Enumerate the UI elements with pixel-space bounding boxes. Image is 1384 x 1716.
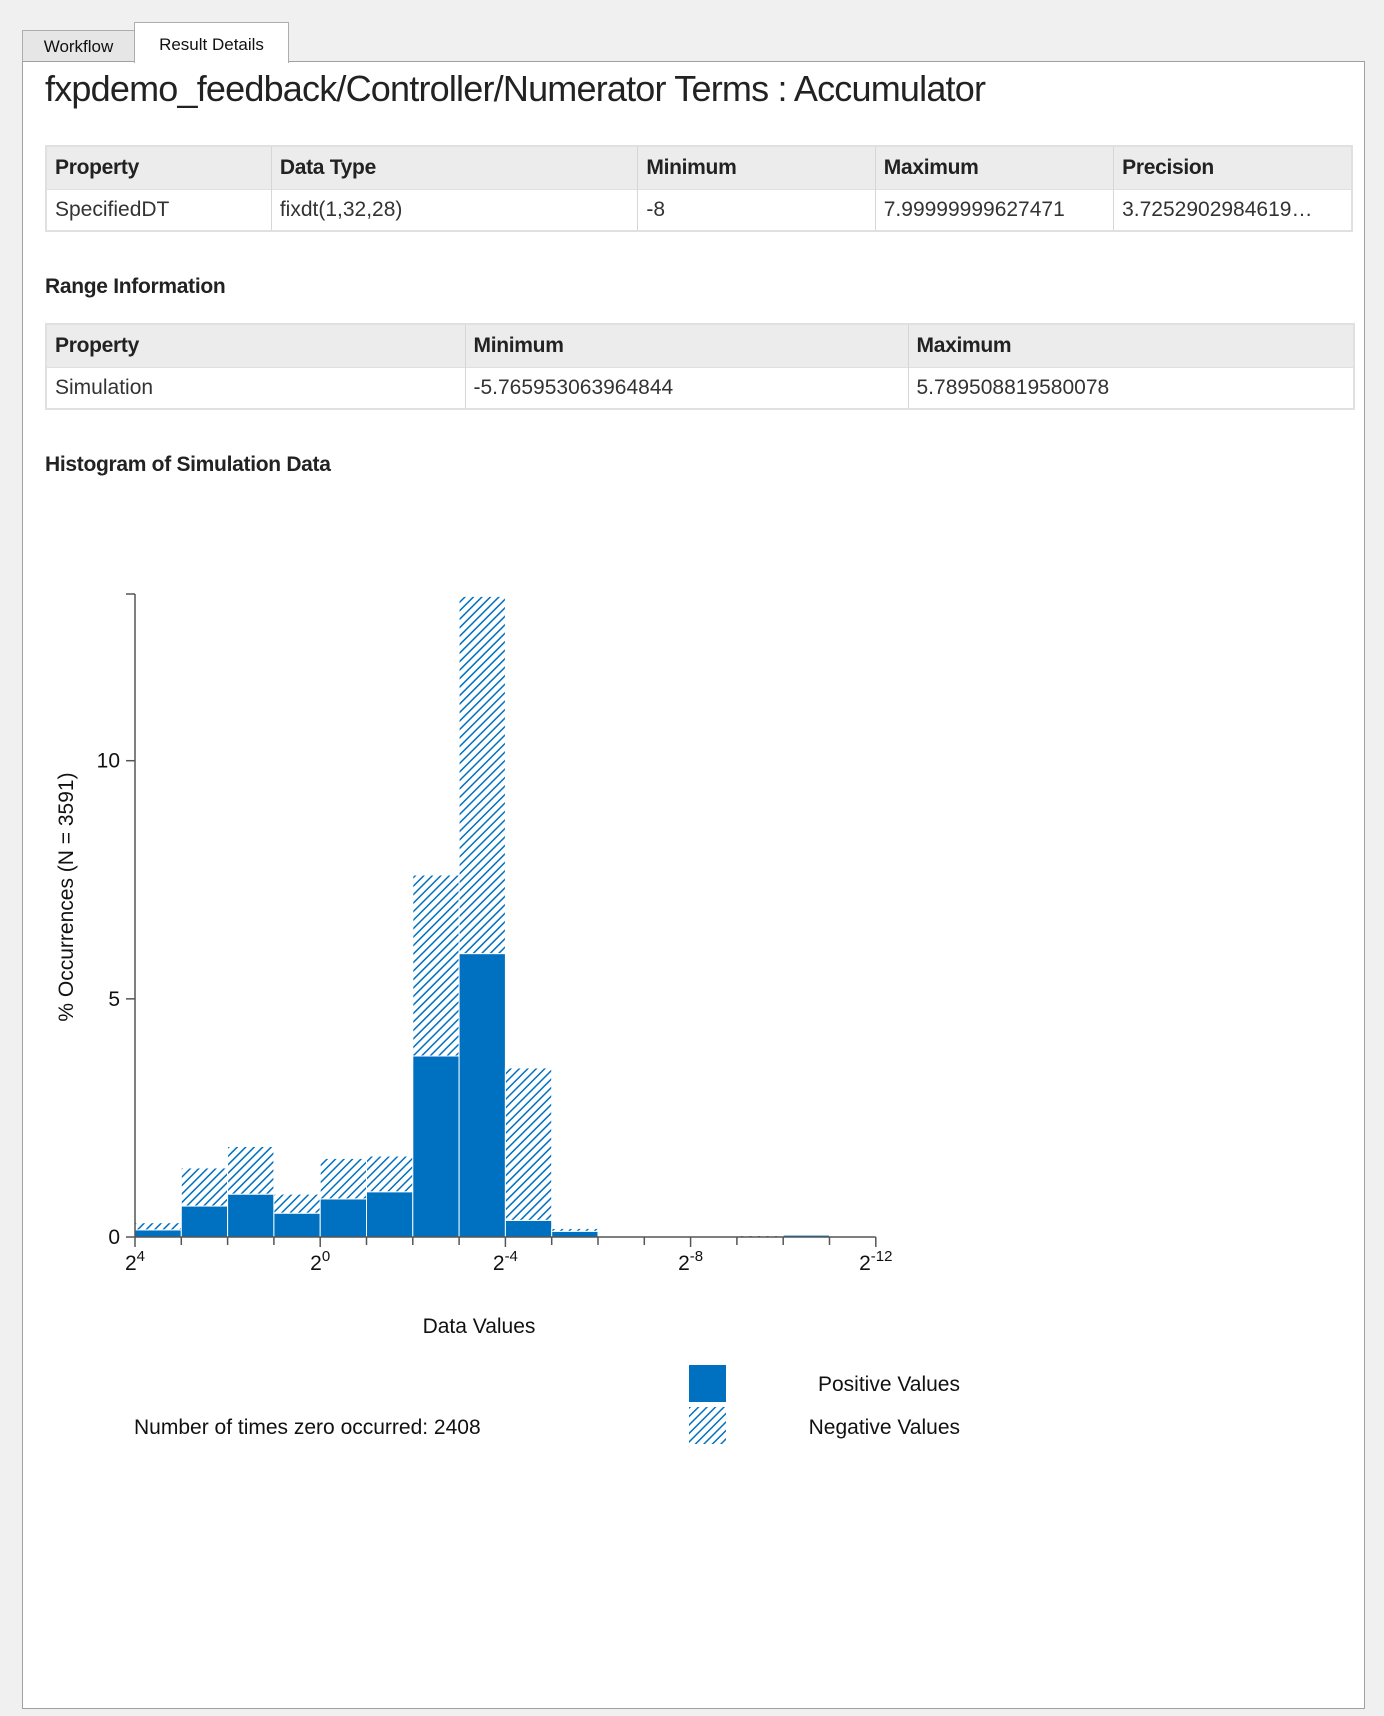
tab-workflow[interactable]: Workflow bbox=[22, 30, 135, 62]
column-header-property: Property bbox=[46, 146, 272, 190]
y-tick-label: 10 bbox=[97, 750, 120, 773]
bar-negative-7 bbox=[458, 595, 506, 955]
cell-maximum: 5.789508819580078 bbox=[908, 367, 1354, 409]
y-tick-label: 0 bbox=[108, 1226, 120, 1249]
y-axis-label: % Occurrences (N = 3591) bbox=[55, 772, 78, 1021]
column-header-minimum: Minimum bbox=[637, 146, 876, 190]
histogram-heading: Histogram of Simulation Data bbox=[45, 453, 331, 476]
bar-negative-5 bbox=[366, 1155, 414, 1193]
y-tick-label: 5 bbox=[108, 988, 120, 1011]
cell-data-type: fixdt(1,32,28) bbox=[271, 189, 639, 231]
cell-precision: 3.7252902984619… bbox=[1113, 189, 1352, 231]
histogram-bars bbox=[134, 595, 831, 1238]
table-header-row: Property Data Type Minimum Maximum Preci… bbox=[46, 146, 1352, 190]
histogram-chart: 0 5 10 24 20 2-4 2-8 2-12 % Occurrences (N = 35… bbox=[55, 593, 960, 1444]
tab-result-details[interactable]: Result Details bbox=[134, 22, 289, 63]
x-axis-label: Data Values bbox=[423, 1315, 536, 1338]
table-header-row: Property Minimum Maximum bbox=[46, 324, 1354, 368]
bar-negative-9 bbox=[551, 1227, 599, 1232]
bar-negative-4 bbox=[319, 1157, 368, 1200]
table-row: SpecifiedDT fixdt(1,32,28) -8 7.99999999… bbox=[46, 189, 1352, 231]
bar-positive-6 bbox=[412, 1055, 460, 1238]
page-title: fxpdemo_feedback/Controller/Numerator Te… bbox=[45, 68, 986, 109]
bar-negative-8 bbox=[504, 1067, 553, 1221]
column-header-maximum: Maximum bbox=[875, 146, 1115, 190]
bar-positive-5 bbox=[366, 1191, 414, 1238]
bar-negative-6 bbox=[412, 874, 460, 1057]
bar-positive-8 bbox=[504, 1219, 553, 1238]
legend-positive-label: Positive Values bbox=[818, 1373, 960, 1396]
column-header-property: Property bbox=[46, 324, 466, 368]
legend-positive-swatch bbox=[689, 1365, 726, 1402]
zero-count-label: Number of times zero occurred: 2408 bbox=[134, 1416, 481, 1439]
bar-negative-3 bbox=[273, 1193, 321, 1214]
bar-positive-2 bbox=[227, 1193, 275, 1238]
range-table: Property Minimum Maximum Simulation -5.7… bbox=[45, 323, 1355, 410]
bar-positive-0 bbox=[134, 1229, 182, 1238]
x-tick-label: 2-4 bbox=[493, 1248, 518, 1275]
x-tick-label: 2-12 bbox=[859, 1248, 892, 1275]
column-header-data-type: Data Type bbox=[271, 146, 639, 190]
data-type-table: Property Data Type Minimum Maximum Preci… bbox=[45, 145, 1353, 232]
cell-property: Simulation bbox=[46, 367, 466, 409]
table-row: Simulation -5.765953063964844 5.78950881… bbox=[46, 367, 1354, 409]
cell-minimum: -8 bbox=[637, 189, 876, 231]
cell-minimum: -5.765953063964844 bbox=[465, 367, 909, 409]
histogram-axes: 0 5 10 24 20 2-4 2-8 2-12 bbox=[97, 593, 892, 1275]
bar-negative-2 bbox=[227, 1146, 275, 1195]
bar-positive-1 bbox=[180, 1205, 229, 1238]
result-details-panel: fxpdemo_feedback/Controller/Numerator Te… bbox=[22, 61, 1365, 1709]
cell-property: SpecifiedDT bbox=[46, 189, 272, 231]
bar-negative-0 bbox=[134, 1222, 182, 1231]
legend-negative-label: Negative Values bbox=[809, 1416, 960, 1439]
range-information-heading: Range Information bbox=[45, 275, 226, 298]
x-tick-label: 24 bbox=[125, 1248, 145, 1275]
bar-negative-1 bbox=[180, 1167, 229, 1207]
bar-positive-9 bbox=[551, 1230, 599, 1238]
column-header-precision: Precision bbox=[1113, 146, 1352, 190]
bar-positive-3 bbox=[273, 1212, 321, 1238]
x-tick-label: 20 bbox=[310, 1248, 330, 1275]
bar-positive-4 bbox=[319, 1198, 368, 1238]
x-tick-label: 2-8 bbox=[678, 1248, 703, 1275]
cell-maximum: 7.99999999627471 bbox=[875, 189, 1115, 231]
bar-positive-7 bbox=[458, 953, 506, 1238]
column-header-maximum: Maximum bbox=[908, 324, 1354, 368]
column-header-minimum: Minimum bbox=[465, 324, 909, 368]
legend-negative-swatch bbox=[689, 1407, 726, 1444]
